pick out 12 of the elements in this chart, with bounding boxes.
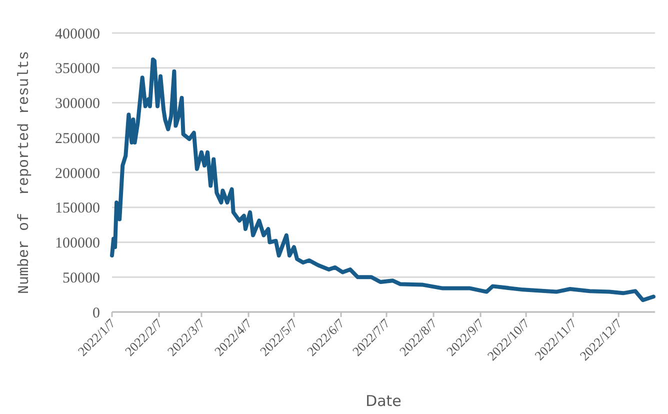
y-tick-label: 0 [92, 305, 100, 322]
line-series [110, 58, 656, 302]
y-tick-label: 350000 [55, 61, 100, 78]
y-axis-title: Number of reported results [16, 50, 33, 294]
x-axis-title: Date [366, 392, 402, 410]
y-tick-label: 150000 [55, 200, 100, 217]
y-tick-label: 300000 [55, 96, 100, 112]
y-tick-label: 100000 [55, 236, 100, 252]
y-tick-label: 400000 [55, 26, 100, 42]
y-tick-label: 200000 [55, 166, 100, 182]
y-tick-label: 250000 [55, 130, 100, 147]
y-tick-label: 50000 [62, 270, 100, 286]
